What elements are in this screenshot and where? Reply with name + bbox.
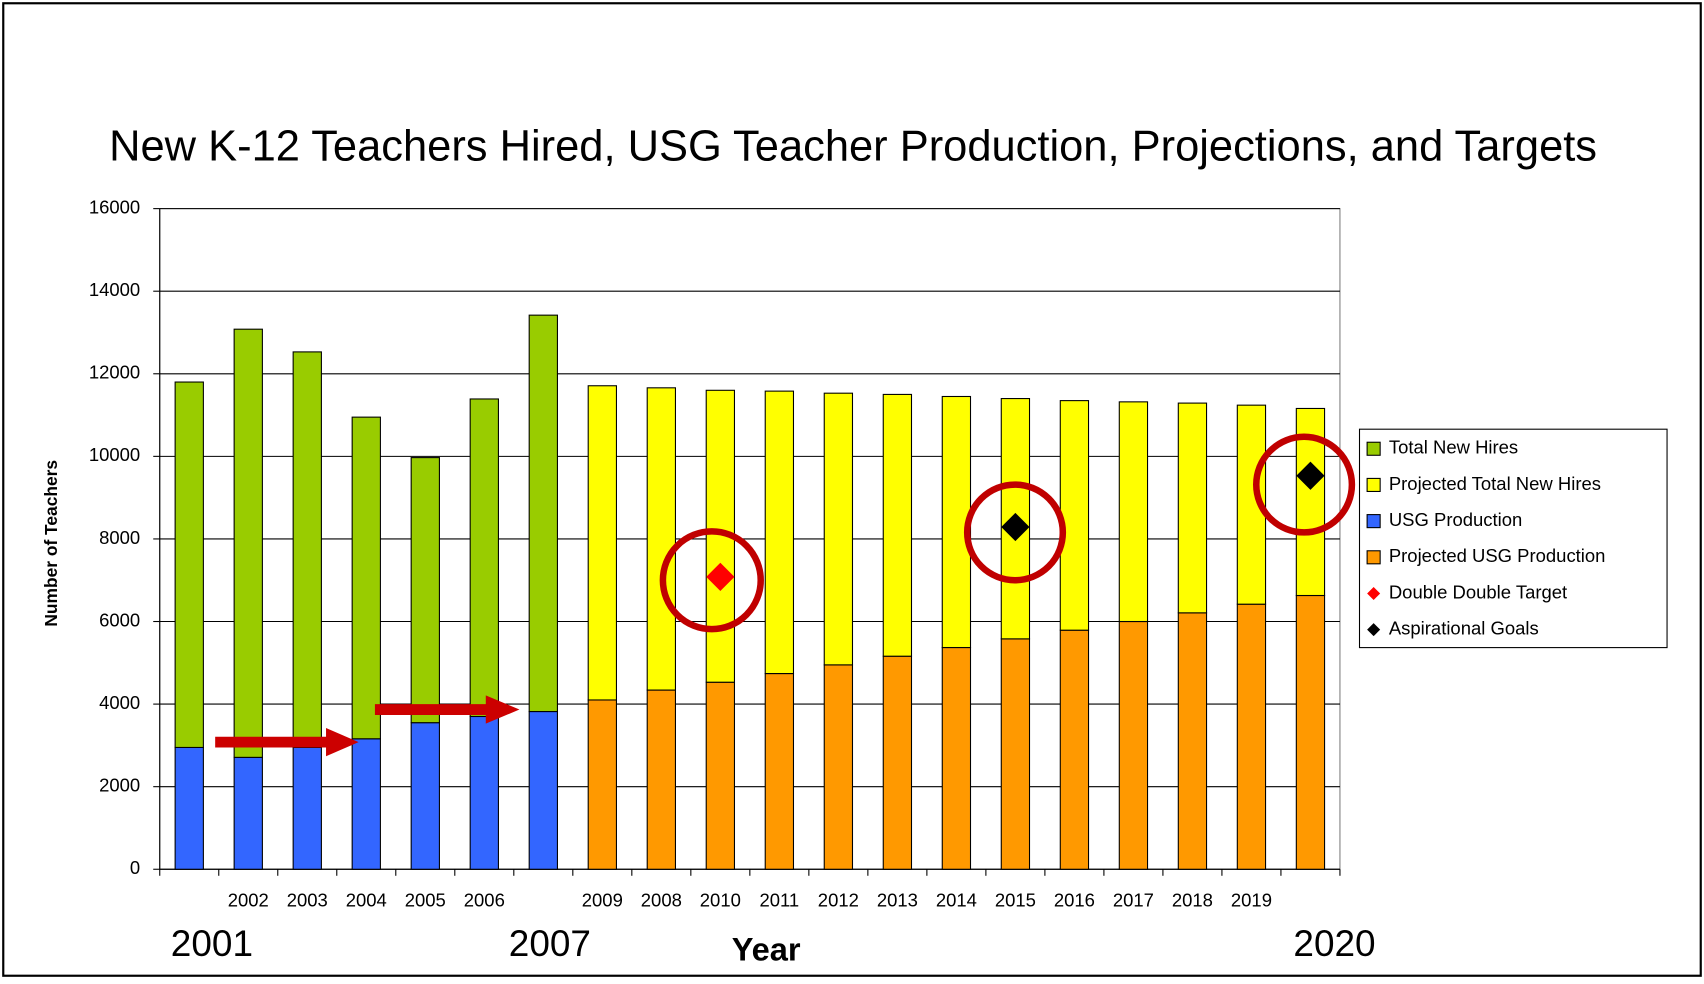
annotation: 2001 [171, 923, 253, 964]
bar-segment [351, 738, 381, 870]
y-tick-label: 0 [130, 857, 140, 878]
y-tick-label: 14000 [89, 279, 140, 300]
legend-swatch [1366, 514, 1381, 529]
bar-segment [1059, 629, 1090, 870]
bar-segment [882, 393, 913, 657]
legend-box [1358, 428, 1668, 649]
x-tick-label: 2012 [818, 890, 859, 911]
x-tick-label: 2003 [287, 890, 328, 911]
x-tick-label: 2006 [464, 890, 505, 911]
bar-segment [646, 387, 677, 691]
bar-segment [587, 385, 617, 701]
x-tick-label: 2008 [641, 890, 682, 911]
legend-label: Projected Total New Hires [1389, 473, 1601, 494]
legend-label: Aspirational Goals [1389, 618, 1539, 639]
y-tick-label: 2000 [99, 775, 140, 796]
y-tick-label: 10000 [89, 444, 140, 465]
bar-segment [764, 673, 795, 870]
bar-segment [705, 681, 736, 870]
bar-segment [941, 646, 972, 870]
bar-segment [292, 746, 322, 870]
bar-segment [292, 351, 322, 748]
x-tick-label: 2018 [1172, 890, 1213, 911]
x-axis-label: Year [732, 930, 801, 967]
bar-segment [410, 722, 440, 870]
plot-area: 0 2000 4000 6000 8000 10000 12000 14000 16000 200… [89, 196, 1341, 911]
bar-segment [233, 328, 263, 758]
legend-swatch [1366, 550, 1381, 565]
x-tick-label: 2004 [346, 890, 387, 911]
annotation: 2020 [1293, 923, 1375, 964]
bar-segment [1000, 638, 1031, 870]
bar-segment [174, 381, 204, 748]
x-tick-label: 2002 [228, 890, 269, 911]
y-tick-label: 6000 [99, 609, 140, 630]
bar-segment [1118, 401, 1149, 623]
legend-swatch [1366, 477, 1381, 492]
legend-label: USG Production [1389, 509, 1522, 530]
bar-segment [1059, 400, 1090, 631]
bar-segment [410, 457, 440, 724]
marker [1296, 461, 1325, 490]
highlight-circle [963, 481, 1067, 584]
legend-label: Double Double Target [1389, 581, 1567, 602]
bar-segment [174, 746, 204, 870]
legend-marker [1367, 623, 1381, 637]
bar-segment [233, 756, 263, 870]
legend: Total New Hires Projected Total New Hires… [1358, 428, 1668, 649]
highlight-circle [1253, 433, 1356, 536]
bar-segment [823, 664, 854, 870]
bar-segment [1177, 402, 1208, 614]
x-tick-label: 2019 [1231, 890, 1272, 911]
bar-segment [587, 699, 617, 870]
x-tick-label: 2016 [1054, 890, 1095, 911]
chart-title: New K-12 Teachers Hired, USG Teacher Pro… [109, 122, 1597, 170]
legend-label: Total New Hires [1389, 437, 1518, 458]
bar-segment [1236, 603, 1267, 870]
marker [706, 562, 735, 592]
arrow-head [485, 695, 520, 724]
x-tick-label: 2005 [405, 890, 446, 911]
bar-segment [528, 314, 558, 713]
highlight-circle [659, 528, 764, 633]
x-tick-label: 2013 [877, 890, 918, 911]
bar-segment [882, 655, 913, 870]
legend-swatch [1366, 441, 1381, 456]
x-tick-label: 2014 [936, 890, 977, 911]
y-tick-label: 8000 [99, 527, 140, 548]
bar-segment [528, 710, 558, 870]
bar-segment [646, 689, 677, 870]
y-tick-label: 16000 [89, 196, 140, 217]
x-tick-label: 2015 [995, 890, 1036, 911]
y-tick-label: 12000 [89, 362, 140, 383]
legend-marker [1367, 586, 1381, 601]
x-tick-label: 2009 [582, 890, 623, 911]
overlay [215, 433, 1356, 757]
bar-segment [764, 390, 795, 675]
bar-segment [469, 398, 499, 718]
y-tick-label: 4000 [99, 692, 140, 713]
annotation: 2007 [509, 923, 591, 964]
arrow-head [326, 728, 359, 757]
bar-segment [469, 715, 499, 870]
y-axis-label: Number of Teachers [41, 460, 61, 627]
legend-label: Projected USG Production [1389, 545, 1606, 566]
bar-segment [351, 416, 381, 740]
x-tick-label: 2011 [759, 890, 799, 911]
bar-segment [1118, 620, 1149, 870]
x-tick-label: 2017 [1113, 890, 1154, 911]
x-tick-label: 2010 [700, 890, 741, 911]
bar-segment [1295, 594, 1326, 870]
bar-segment [823, 392, 854, 666]
bar-segment [1177, 612, 1208, 870]
